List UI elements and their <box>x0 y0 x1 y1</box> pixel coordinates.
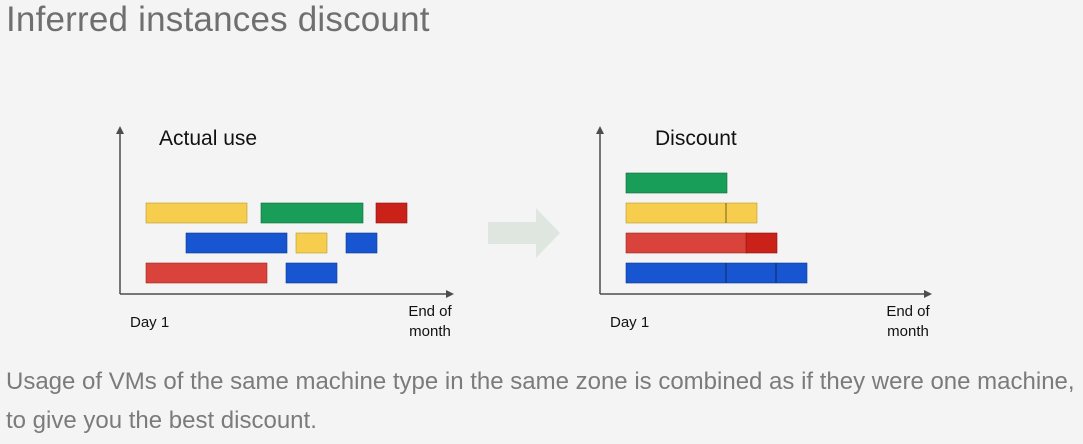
discount-bar-blue <box>625 262 808 284</box>
diagram: Actual use Day 1 End of month Discount D… <box>116 126 932 340</box>
usage-bar-red-long <box>145 262 268 284</box>
left-end-label-line1: End of <box>408 303 452 320</box>
right-day1-label: Day 1 <box>610 314 649 331</box>
discount-bar-red <box>625 232 748 254</box>
left-end-label-line2: month <box>409 323 451 340</box>
discount-panel: Discount Day 1 End of month <box>596 126 932 340</box>
discount-bar-yellow <box>625 202 758 224</box>
right-y-axis-arrowhead <box>596 126 604 134</box>
usage-bar-yellow-2 <box>295 232 328 254</box>
usage-bar-red-small <box>375 202 408 224</box>
usage-bar-blue-1 <box>185 232 288 254</box>
actual-use-panel: Actual use Day 1 End of month <box>116 126 454 340</box>
transform-arrow-icon <box>488 208 560 258</box>
usage-bar-blue-2 <box>345 232 378 254</box>
usage-bar-yellow-1 <box>145 202 248 224</box>
left-x-axis-arrowhead <box>446 290 454 298</box>
left-day1-label: Day 1 <box>130 314 169 331</box>
right-end-label-line1: End of <box>886 303 930 320</box>
caption-text: Usage of VMs of the same machine type in… <box>6 368 1075 434</box>
right-x-axis-arrowhead <box>924 290 932 298</box>
left-y-axis-arrowhead <box>116 126 124 134</box>
usage-bar-green <box>260 202 364 224</box>
usage-bar-blue-3 <box>285 262 338 284</box>
actual-use-heading: Actual use <box>159 127 257 150</box>
discount-bar-red-extension <box>745 232 778 254</box>
discount-bar-green <box>625 172 728 194</box>
discount-heading: Discount <box>655 127 737 150</box>
right-end-label-line2: month <box>887 323 929 340</box>
page-title: Inferred instances discount <box>6 0 430 39</box>
